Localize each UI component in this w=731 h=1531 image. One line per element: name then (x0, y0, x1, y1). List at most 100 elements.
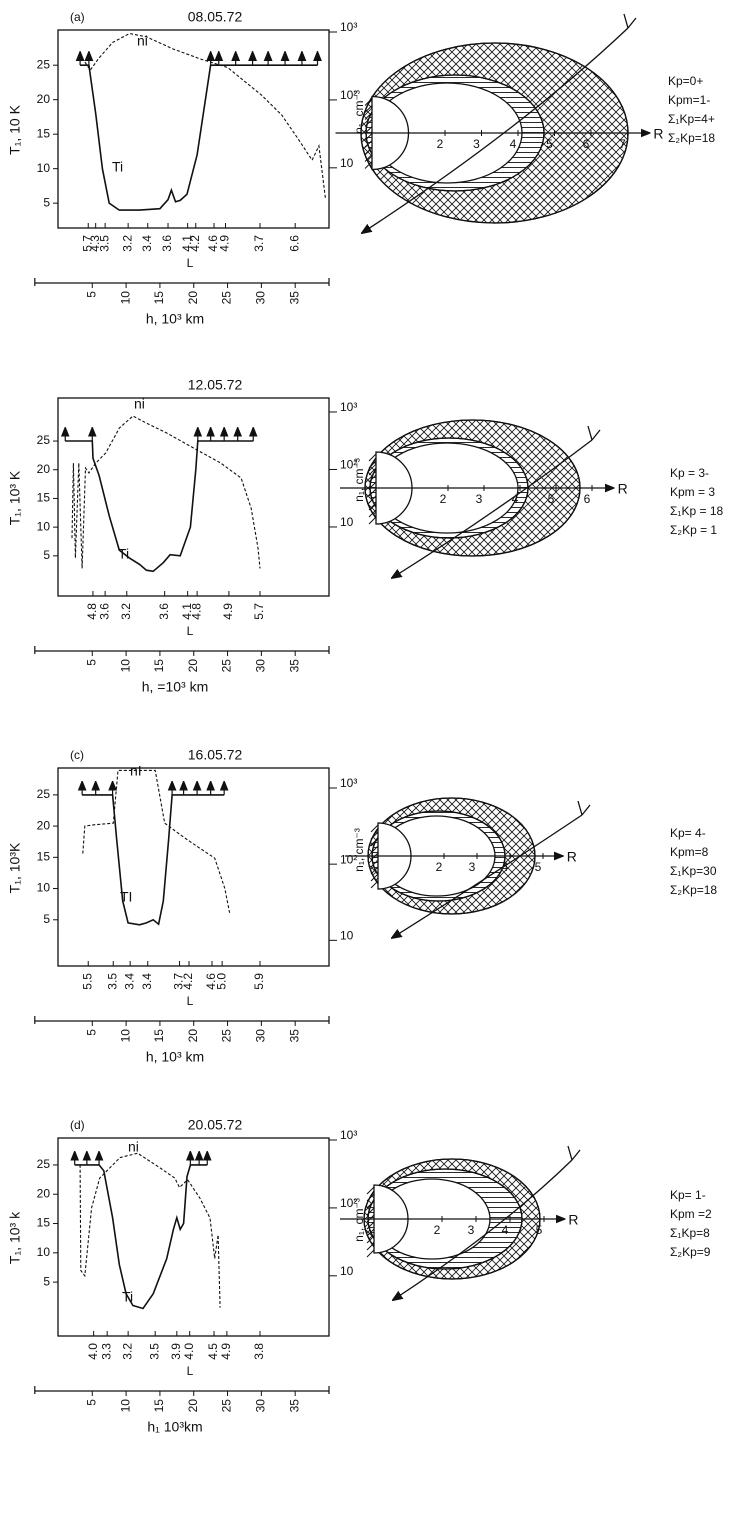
x2-tick-label: 3.5 (97, 235, 111, 252)
data-line (82, 795, 224, 925)
curve-label: TI (120, 889, 132, 905)
x-tick-label: 25 (220, 659, 234, 673)
y-tick-label: 25 (37, 1157, 51, 1171)
x2-tick-label: 3.4 (122, 973, 136, 990)
y2-tick-label: 10³ (340, 20, 357, 34)
x-tick-label: 35 (287, 1399, 301, 1413)
y2-tick-label: 10 (340, 515, 354, 529)
y-tick-label: 5 (43, 912, 50, 926)
y-axis-label: T₁, 10 K (7, 104, 23, 155)
x2-tick-label: 4.0 (86, 1343, 100, 1360)
panel-label: (d) (70, 1118, 85, 1132)
x-tick-label: 30 (254, 1399, 268, 1413)
r-tick-label: 6 (584, 492, 591, 506)
kp-index: Kpm = 3 (670, 485, 715, 499)
x-tick-label: 10 (118, 1029, 132, 1043)
y-tick-label: 15 (37, 849, 51, 863)
y-tick-label: 25 (37, 433, 51, 447)
r-axis-label: R (618, 481, 628, 497)
x2-tick-label: 6.6 (287, 235, 301, 252)
x-tick-label: 25 (220, 1399, 234, 1413)
kp-index: Kpm=8 (670, 845, 709, 859)
y-tick-label: 10 (37, 881, 51, 895)
data-line (83, 770, 230, 912)
page: {"chart_data": [ {"type": "line", "panel… (0, 0, 731, 1531)
x-tick-label: 25 (220, 291, 234, 305)
x-tick-label: 35 (287, 1029, 301, 1043)
r-tick-label: 3 (473, 137, 480, 151)
trajectory-fork (624, 14, 636, 28)
x-axis-label: h, 10³ km (146, 311, 204, 327)
y2-tick-label: 10³ (340, 776, 357, 790)
x2-tick-label: 3.5 (147, 1343, 161, 1360)
x2-axis-label: L (187, 624, 194, 638)
r-tick-label: 5 (546, 137, 553, 151)
kp-index: Kp=0+ (668, 74, 703, 88)
kp-index: Σ₂Kp = 1 (670, 523, 717, 537)
x-tick-label: 30 (254, 659, 268, 673)
r-tick-label: 7 (619, 137, 626, 151)
y2-axis-label: n₁, cm⁻³ (352, 458, 366, 502)
kp-index: Σ₂Kp=18 (670, 883, 717, 897)
x-tick-label: 20 (186, 1399, 200, 1413)
x2-tick-label: 5.0 (214, 973, 228, 990)
x2-tick-label: 5.7 (252, 603, 266, 620)
r-axis-label: R (653, 126, 663, 142)
y-tick-label: 25 (37, 57, 51, 71)
panel-date: 20.05.72 (188, 1117, 243, 1133)
x-tick-label: 15 (152, 1399, 166, 1413)
y-tick-label: 5 (43, 1274, 50, 1288)
x-tick-label: 15 (152, 1029, 166, 1043)
kp-index: Kpm=1- (668, 93, 710, 107)
x-tick-label: 5 (84, 1399, 98, 1406)
panel-date: 12.05.72 (188, 377, 243, 393)
earth-hatch (369, 517, 376, 524)
curve-label: ni (137, 33, 148, 49)
kp-index: Σ₂Kp=9 (670, 1245, 711, 1259)
x2-axis-label: L (187, 1364, 194, 1378)
figure: (a)08.05.72510152025T₁, 10 K1010²10³n₁, … (0, 0, 731, 1531)
data-line (65, 441, 253, 571)
x-tick-label: 25 (220, 1029, 234, 1043)
x-tick-label: 10 (118, 659, 132, 673)
r-tick-label: 3 (468, 1223, 475, 1237)
x-axis-label: h, =10³ km (142, 679, 209, 695)
x-tick-label: 30 (254, 1029, 268, 1043)
curve-label: Ti (112, 159, 123, 175)
x-tick-label: 10 (118, 1399, 132, 1413)
curve-label: ni (128, 1139, 139, 1155)
y-tick-label: 20 (37, 92, 51, 106)
r-tick-label: 5 (548, 492, 555, 506)
x-tick-label: 35 (287, 659, 301, 673)
y-tick-label: 20 (37, 818, 51, 832)
x2-tick-label: 4.9 (219, 1343, 233, 1360)
x2-tick-label: 4.9 (218, 235, 232, 252)
x-axis-label: h, 10³ km (146, 1049, 204, 1065)
r-tick-label: 6 (583, 137, 590, 151)
x-tick-label: 5 (84, 1029, 98, 1036)
y-tick-label: 10 (37, 519, 51, 533)
panel-label: (a) (70, 10, 85, 24)
trajectory-fork (568, 1146, 580, 1160)
trajectory-fork (588, 426, 600, 440)
x2-tick-label: 3.3 (99, 1343, 113, 1360)
r-tick-label: 4 (510, 137, 517, 151)
r-tick-label: 5 (535, 860, 542, 874)
x2-tick-label: 3.2 (120, 235, 134, 252)
kp-index: Kp= 1- (670, 1188, 706, 1202)
x-tick-label: 5 (84, 659, 98, 666)
r-tick-label: 5 (536, 1223, 543, 1237)
x2-tick-label: 3.6 (160, 235, 174, 252)
kp-index: Σ₁Kp=30 (670, 864, 717, 878)
x-tick-label: 20 (186, 291, 200, 305)
r-axis-label: R (567, 849, 577, 865)
y-tick-label: 25 (37, 787, 51, 801)
y-axis-label: T₁, 10³ k (7, 1211, 23, 1264)
y-tick-label: 20 (37, 462, 51, 476)
r-tick-label: 2 (440, 492, 447, 506)
x2-tick-label: 3.2 (120, 1343, 134, 1360)
y-tick-label: 15 (37, 491, 51, 505)
x-tick-label: 10 (118, 291, 132, 305)
y2-tick-label: 10³ (340, 400, 357, 414)
x2-tick-label: 5.5 (80, 973, 94, 990)
